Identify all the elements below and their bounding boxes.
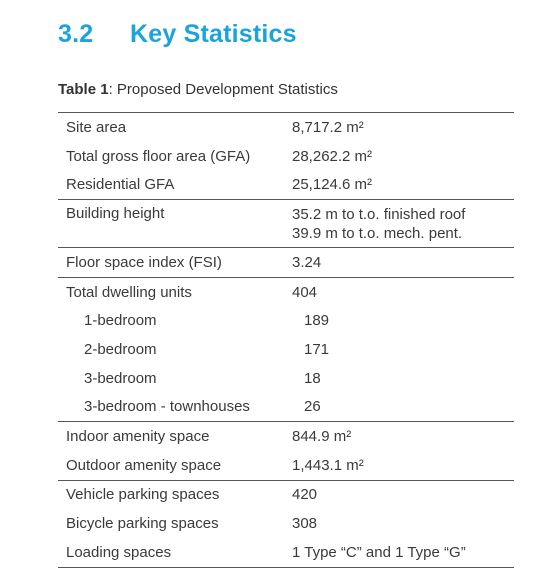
table-section: Total dwelling units 404 1-bedroom 189 2-bed… [58,278,514,423]
row-label: 2-bedroom [84,340,157,358]
value-line: 8,717.2 m² [292,118,364,136]
row-value: 420 [292,485,514,504]
row-label: Vehicle parking spaces [66,486,220,504]
value-line: 25,124.6 m² [292,176,373,194]
row-label: Site area [66,118,127,136]
row-label: Floor space index (FSI) [66,253,222,271]
table-section: Floor space index (FSI) 3.24 [58,248,514,278]
value-line: 420 [292,486,318,504]
row-label: Building height [66,205,165,223]
row-value: 189 [292,311,514,330]
value-line: 3.24 [292,253,322,271]
value-line: 171 [304,340,330,358]
caption-label: Table 1 [58,81,109,98]
row-label: Residential GFA [66,176,175,194]
table-section: Site area 8,717.2 m² Total gross floor are… [58,113,514,201]
row-label: 3-bedroom [84,369,157,387]
row-label: Bicycle parking spaces [66,515,219,533]
row-value: 844.9 m² [292,427,514,446]
table-row: 1-bedroom 189 [58,306,514,335]
row-label: Indoor amenity space [66,428,210,446]
row-value: 35.2 m to t.o. finished roof 39.9 m to t.… [292,205,514,243]
row-value: 8,717.2 m² [292,118,514,137]
section-heading: 3.2 Key Statistics [58,20,297,49]
row-label: Outdoor amenity space [66,456,222,474]
caption-text: : Proposed Development Statistics [108,81,338,98]
row-value: 171 [292,340,514,359]
row-value: 308 [292,514,514,533]
value-line: 404 [292,283,318,301]
row-value: 18 [292,369,514,388]
value-line: 18 [304,369,321,387]
value-line: 308 [292,515,318,533]
row-value: 404 [292,283,514,302]
value-line: 39.9 m to t.o. mech. pent. [292,225,463,243]
row-value: 28,262.2 m² [292,147,514,166]
table-row: Building height 35.2 m to t.o. finished r… [58,200,514,247]
value-line: 1 Type “C” and 1 Type “G” [292,543,466,561]
value-line: 1,443.1 m² [292,456,364,474]
value-line: 844.9 m² [292,428,352,446]
table-row: Loading spaces 1 Type “C” and 1 Type “G” [58,538,514,567]
value-line: 35.2 m to t.o. finished roof [292,206,466,224]
row-label: Total dwelling units [66,283,192,301]
table-caption: Table 1: Proposed Development Statistics [58,81,338,98]
section-title: Key Statistics [130,20,297,48]
table-row: Total dwelling units 404 [58,278,514,307]
value-line: 26 [304,398,321,416]
table-row: 3-bedroom 18 [58,364,514,393]
table-section: Indoor amenity space 844.9 m² Outdoor amen… [58,422,514,481]
statistics-table: Site area 8,717.2 m² Total gross floor are… [58,112,514,568]
row-label: 1-bedroom [84,312,157,330]
row-label: Loading spaces [66,543,172,561]
table-row: Site area 8,717.2 m² [58,113,514,142]
table-row: Indoor amenity space 844.9 m² [58,422,514,451]
table-row: 3-bedroom - townhouses 26 [58,393,514,422]
row-value: 3.24 [292,253,514,272]
table-row: Residential GFA 25,124.6 m² [58,170,514,199]
row-label: 3-bedroom - townhouses [84,398,250,416]
row-value: 26 [292,397,514,416]
table-section: Building height 35.2 m to t.o. finished r… [58,200,514,249]
row-value: 25,124.6 m² [292,175,514,194]
row-value: 1,443.1 m² [292,456,514,475]
table-row: 2-bedroom 171 [58,335,514,364]
row-value: 1 Type “C” and 1 Type “G” [292,543,514,562]
table-row: Vehicle parking spaces 420 [58,481,514,510]
row-label: Total gross floor area (GFA) [66,147,251,165]
table-row: Bicycle parking spaces 308 [58,509,514,538]
table-row: Outdoor amenity space 1,443.1 m² [58,451,514,480]
value-line: 28,262.2 m² [292,147,373,165]
table-row: Floor space index (FSI) 3.24 [58,248,514,277]
table-section: Vehicle parking spaces 420 Bicycle parking… [58,481,514,568]
table-row: Total gross floor area (GFA) 28,262.2 m² [58,142,514,171]
value-line: 189 [304,312,330,330]
section-number: 3.2 [58,20,94,48]
